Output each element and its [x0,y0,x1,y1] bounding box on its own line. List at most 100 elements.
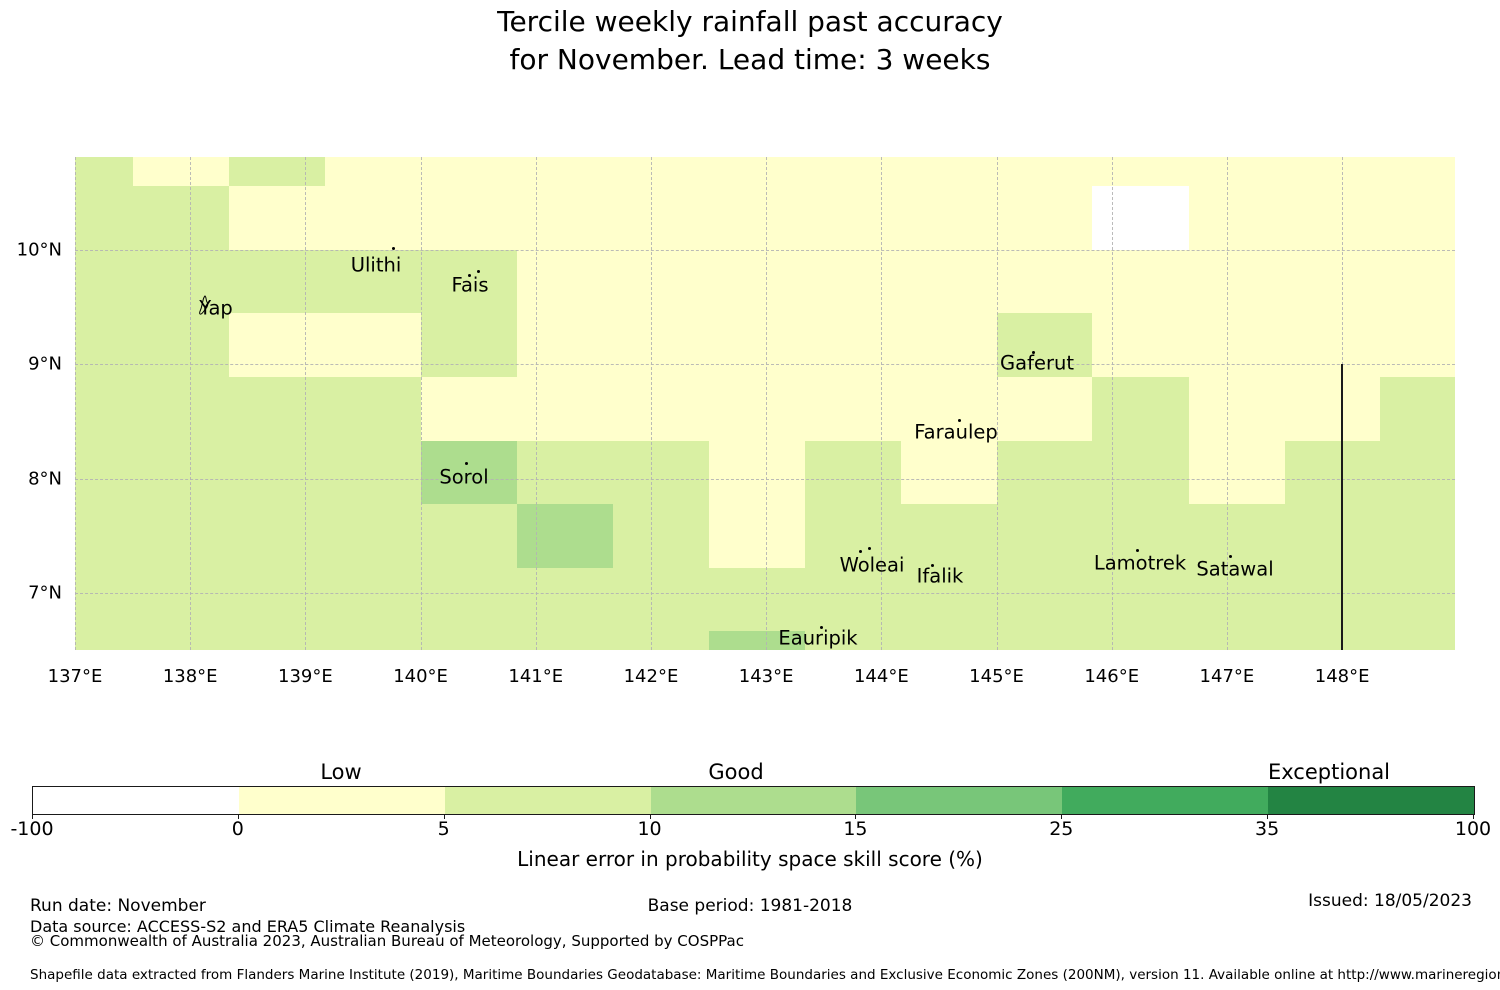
map-cell [709,157,805,186]
map-cell [1285,568,1380,631]
island-label: Eauripik [778,626,858,650]
colorbar-tick-label: 15 [843,818,868,840]
x-tick-label: 146°E [1084,666,1140,687]
map-cell [1380,568,1455,631]
x-tick-label: 140°E [393,666,448,687]
map-cell [613,441,709,504]
map-cell [1189,186,1285,250]
map-cell [325,377,421,441]
map-cell [613,313,709,377]
y-tick-label: 7°N [28,582,62,604]
map-cell [229,631,325,650]
map-cell [613,157,709,186]
island-marker-dot [958,419,961,422]
colorbar-segment [238,787,445,814]
map-cell [1092,631,1189,650]
colorbar-tier-label: Good [708,760,764,784]
map-cell [75,631,133,650]
map-cell [1285,377,1380,441]
colorbar-segment [1062,787,1269,814]
map-cell [421,568,517,631]
map-cell [1189,157,1285,186]
map-cell [229,157,325,186]
map-cell [325,313,421,377]
map-cell [75,250,133,313]
map-cell [805,157,901,186]
island-marker-dot [465,462,468,465]
island-marker-dot [859,550,862,553]
parallel-gridline [75,364,1455,366]
map-cell [517,313,613,377]
issued-date-text: Issued: 18/05/2023 [1308,891,1472,911]
map-cell [517,504,613,568]
colorbar-segment [650,787,857,814]
x-tick-label: 143°E [738,666,794,687]
island-marker-dot [868,547,871,550]
colorbar-tier-label: Low [320,760,362,784]
map-cell [901,504,997,568]
colorbar [32,786,1475,815]
map-cell [1092,250,1189,313]
colorbar-tick [443,814,445,819]
map-cell [709,568,805,631]
map-cell [133,441,229,504]
x-tick-label: 147°E [1199,666,1255,687]
copyright-text: © Commonwealth of Australia 2023, Austra… [30,932,744,950]
map-cell [613,504,709,568]
map-cell [517,631,613,650]
map-cell [75,504,133,568]
island-label: Woleai [839,553,905,577]
map-cell [133,377,229,441]
run-date-text: Run date: November [30,896,206,916]
colorbar-tick [1473,814,1474,819]
map-cell [1380,186,1455,250]
map-cell [805,568,901,631]
map-cell [421,186,517,250]
island-label: Ulithi [350,253,402,277]
map-cell [1189,250,1285,313]
x-tick-label: 141°E [508,666,564,687]
map-cell [997,441,1092,504]
map-cell [1285,157,1380,186]
map-cell [229,377,325,441]
meridian-gridline [535,157,537,650]
meridian-gridline [420,157,422,650]
map-cell [805,250,901,313]
colorbar-segment [444,787,651,814]
map-cell [517,377,613,441]
meridian-gridline [650,157,652,650]
colorbar-tick-label: 0 [231,818,244,840]
map-cell [75,186,133,250]
map-cell [133,186,229,250]
map-cell [325,568,421,631]
map-cell [709,631,805,650]
map-cell [1285,504,1380,568]
map-cell [1092,377,1189,441]
map-cell [421,377,517,441]
map-cell [805,186,901,250]
map-cell [997,631,1092,650]
x-tick-label: 138°E [162,666,218,687]
map-cell [1380,157,1455,186]
island-label: Lamotrek [1093,551,1187,575]
map-cell [709,186,805,250]
island-marker-dot [931,564,934,567]
map-cell [517,568,613,631]
map-cell [1380,504,1455,568]
map-cell [1092,157,1189,186]
colorbar-tick-label: -100 [10,818,54,840]
map-cell [1189,631,1285,650]
island-marker-dot [477,270,480,273]
map-cell [805,631,901,650]
map-cell [613,250,709,313]
chart-title-line1: Tercile weekly rainfall past accuracy [497,5,1003,38]
map-cell [325,441,421,504]
map-cell [229,504,325,568]
parallel-gridline [75,593,1455,595]
base-period-text: Base period: 1981-2018 [647,896,853,916]
map-cell [75,568,133,631]
map-cell [901,186,997,250]
map-cell [709,441,805,504]
map-cell [517,250,613,313]
map-cell [1092,441,1189,504]
